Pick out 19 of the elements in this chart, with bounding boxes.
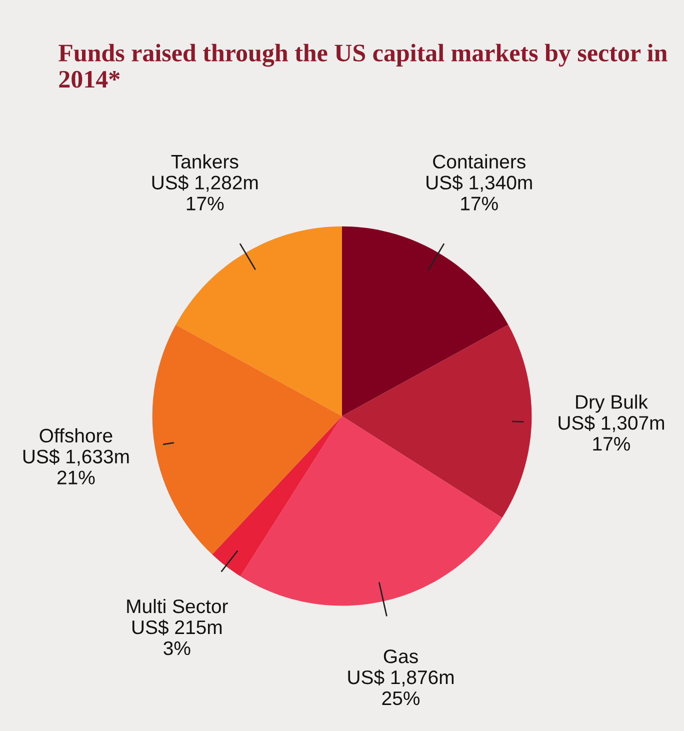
pie-slice	[342, 226, 508, 416]
slice-label: Dry Bulk	[576, 394, 648, 413]
slice-label: Multi Sector	[127, 598, 228, 614]
pie-slice	[152, 324, 342, 554]
data-label: US$ 1,340m 17%	[426, 174, 532, 210]
data-label: US$ 1,876m 25%	[348, 670, 454, 706]
slice-label: Containers	[433, 154, 526, 169]
data-label: US$ 1,282m 17%	[152, 174, 258, 210]
data-label: US$ 215m 3%	[132, 620, 222, 656]
data-label: US$ 1,633m 21%	[23, 448, 129, 484]
pie-slice	[176, 226, 342, 416]
pie-slice	[342, 324, 532, 518]
chart-title: Funds raised through the US capital markets by sector in 2014*	[58, 44, 668, 88]
pie-slice	[212, 416, 342, 576]
slice-label: Offshore	[40, 428, 112, 443]
slice-label: Tankers	[171, 154, 238, 169]
pie-slice	[240, 416, 502, 606]
data-label: US$ 1,307m 17%	[558, 415, 664, 451]
slice-label: Gas	[384, 649, 418, 664]
